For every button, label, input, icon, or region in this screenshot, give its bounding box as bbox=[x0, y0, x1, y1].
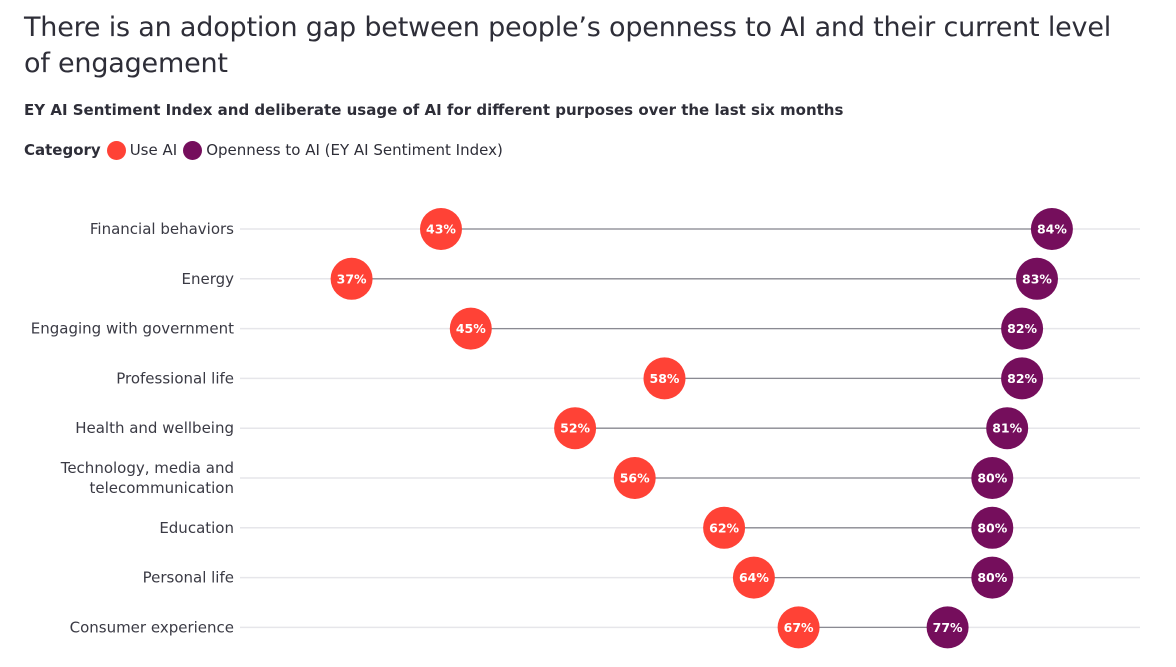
dot-openness bbox=[926, 606, 969, 649]
legend-title: Category bbox=[24, 141, 101, 159]
dot-openness bbox=[971, 556, 1014, 599]
category-label: Energy bbox=[181, 270, 234, 288]
dot-use-ai bbox=[613, 457, 656, 499]
legend-item-openness[interactable]: Openness to AI (EY AI Sentiment Index) bbox=[183, 140, 503, 160]
dot-openness bbox=[1016, 257, 1058, 300]
dot-use-ai bbox=[703, 506, 746, 549]
category-label: Financial behaviors bbox=[90, 220, 234, 238]
chart-title: There is an adoption gap between people’… bbox=[24, 12, 1112, 79]
dot-openness bbox=[1030, 208, 1073, 250]
dot-use-ai bbox=[777, 606, 820, 649]
data-label-use-ai: 52% bbox=[560, 421, 590, 436]
category-label: Health and wellbeing bbox=[75, 419, 234, 437]
legend-swatch-use-ai bbox=[106, 140, 126, 160]
category-label: Consumer experience bbox=[70, 618, 234, 636]
chart-subtitle: EY AI Sentiment Index and deliberate usa… bbox=[24, 101, 844, 119]
data-label-openness: 82% bbox=[1007, 321, 1037, 336]
dot-openness bbox=[971, 506, 1014, 549]
dot-openness bbox=[1001, 357, 1044, 400]
legend-item-use-ai[interactable]: Use AI bbox=[106, 140, 178, 160]
data-label-use-ai: 37% bbox=[337, 271, 367, 286]
data-label-openness: 84% bbox=[1037, 222, 1067, 237]
data-label-use-ai: 67% bbox=[784, 620, 814, 635]
dot-use-ai bbox=[643, 357, 686, 400]
legend-label-openness: Openness to AI (EY AI Sentiment Index) bbox=[206, 141, 503, 159]
data-label-use-ai: 58% bbox=[650, 371, 680, 386]
data-label-openness: 80% bbox=[977, 520, 1007, 535]
legend-swatch-openness bbox=[183, 140, 203, 160]
dot-openness bbox=[971, 457, 1014, 499]
data-label-use-ai: 56% bbox=[620, 471, 650, 486]
dot-use-ai bbox=[449, 307, 492, 350]
dot-use-ai bbox=[732, 556, 775, 599]
category-label: Technology, media and telecommunication bbox=[60, 459, 234, 497]
dot-use-ai bbox=[420, 208, 462, 250]
data-label-openness: 81% bbox=[992, 421, 1022, 436]
data-label-openness: 82% bbox=[1007, 371, 1037, 386]
data-label-use-ai: 43% bbox=[426, 222, 456, 237]
dot-openness bbox=[986, 407, 1029, 450]
category-label: Personal life bbox=[143, 569, 234, 587]
dot-use-ai bbox=[554, 407, 597, 450]
data-label-openness: 83% bbox=[1022, 271, 1052, 286]
category-label: Engaging with government bbox=[31, 320, 234, 338]
category-label: Professional life bbox=[116, 369, 234, 387]
dot-openness bbox=[1001, 307, 1044, 350]
data-label-openness: 77% bbox=[933, 620, 963, 635]
legend: Category Use AI Openness to AI (EY AI Se… bbox=[24, 139, 509, 161]
category-label: Education bbox=[159, 519, 234, 537]
data-label-use-ai: 62% bbox=[709, 520, 739, 535]
data-label-openness: 80% bbox=[977, 570, 1007, 585]
data-label-use-ai: 64% bbox=[739, 570, 769, 585]
data-label-openness: 80% bbox=[977, 471, 1007, 486]
dot-use-ai bbox=[330, 257, 373, 300]
legend-label-use-ai: Use AI bbox=[129, 141, 178, 159]
data-label-use-ai: 45% bbox=[456, 321, 486, 336]
